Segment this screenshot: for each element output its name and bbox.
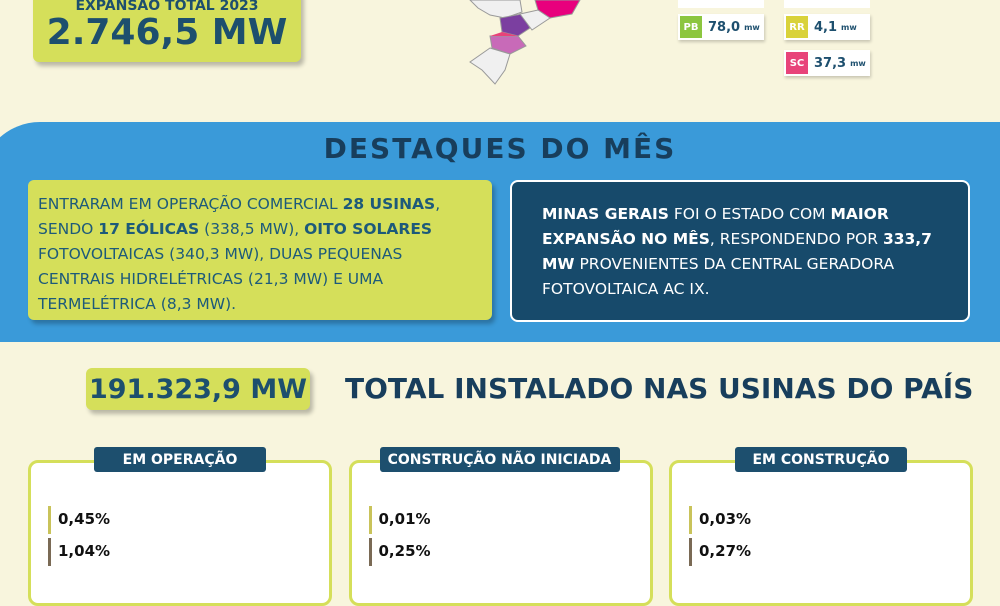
percent-bar [689,506,692,534]
panel-title: CONSTRUÇÃO NÃO INICIADA [379,447,620,472]
state-badge: SC 37,3 mw [784,50,870,76]
panel [28,460,332,606]
state-code: RR [786,16,808,38]
badge-cut [784,0,870,8]
percent-label: 0,25% [378,542,431,560]
text-segment: OITO SOLARES [304,220,433,238]
state-value: 37,3 [814,55,847,71]
state-value: 78,0 [708,19,741,35]
panel [669,460,973,606]
panel-title: EM CONSTRUÇÃO [735,447,907,472]
panel-title: EM OPERAÇÃO [94,447,266,472]
percent-bar [368,506,372,534]
percent-bar [48,506,51,534]
text-segment: ENTRARAM EM OPERAÇÃO COMERCIAL [38,195,343,213]
text-segment: FOI O ESTADO COM [668,205,831,223]
panel [348,460,653,606]
percent-label: 0,01% [378,510,431,528]
state-code: SC [786,52,808,74]
state-badge: PB 78,0 mw [678,14,764,40]
text-segment: MAIOR EXPANSÃO NO MÊS [542,205,889,248]
text-segment: (338,5 MW), [199,220,305,238]
state-value: 4,1 [814,19,838,35]
text-segment: 17 EÓLICAS [98,220,200,238]
text-segment: 28 USINAS [342,195,436,213]
percent-label: 0,27% [699,542,752,560]
state-code: PB [680,16,702,38]
percent-bar [689,538,692,566]
map [469,0,581,85]
percent-label: 1,04% [58,542,111,560]
state-badge: RR 4,1 mw [784,14,870,40]
installed-total: 191.323,9 MW [86,368,310,410]
text-segment: MINAS GERAIS [542,205,669,223]
highlight-left: ENTRARAM EM OPERAÇÃO COMERCIAL 28 USINAS… [28,180,492,320]
text-segment: PROVENIENTES DA CENTRAL GERADORA FOTOVOL… [542,255,895,298]
state-unit: mw [744,22,760,32]
percent-bar [48,538,51,566]
percent-label: 0,03% [699,510,752,528]
text-segment: , RESPONDENDO POR [709,230,883,248]
badge-cut [678,0,764,8]
installed-title: TOTAL INSTALADO NAS USINAS DO PAÍS [345,372,974,405]
state-unit: mw [850,58,866,68]
text-segment: FOTOVOLTAICAS (340,3 MW), DUAS PEQUENAS … [38,245,403,313]
total-box: EXPANSÃO TOTAL 2023 2.746,5 MW [33,0,301,62]
highlight-right: MINAS GERAIS FOI O ESTADO COM MAIOR EXPA… [510,180,970,322]
percent-bar [368,538,372,566]
text-segment: 333,7 MW [542,230,932,273]
highlights-title: DESTAQUES DO MÊS [323,132,677,165]
caption: EXPANSÃO TOTAL 2023 [75,0,259,14]
percent-label: 0,45% [58,510,111,528]
state-unit: mw [841,22,857,32]
total: 2.746,5 MW [46,12,288,53]
text-segment: , SENDO [38,195,441,238]
